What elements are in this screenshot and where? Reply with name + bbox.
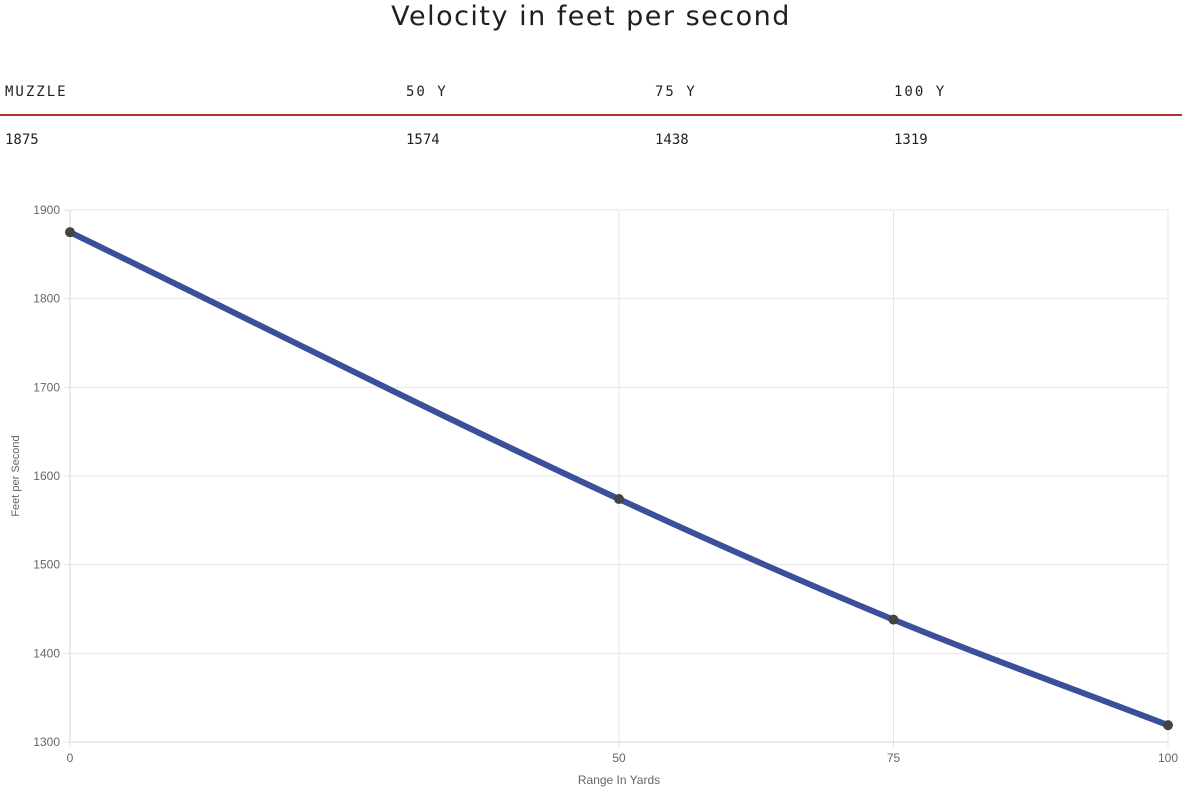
y-tick-label: 1300 — [33, 735, 60, 749]
x-tick-label: 75 — [887, 751, 901, 765]
x-tick-label: 50 — [612, 751, 626, 765]
table-value-100y: 1319 — [894, 132, 928, 148]
y-tick-label: 1700 — [33, 380, 60, 394]
table-value-50y: 1574 — [406, 132, 440, 148]
table-header-50y: 50 Y — [406, 84, 448, 100]
y-tick-label: 1400 — [33, 646, 60, 660]
data-point-100[interactable] — [1163, 720, 1173, 731]
table-header-divider — [0, 114, 1182, 116]
y-tick-label: 1800 — [33, 292, 60, 306]
table-header-muzzle: MUZZLE — [5, 84, 68, 100]
y-tick-label: 1500 — [33, 558, 60, 572]
y-tick-label: 1900 — [33, 203, 60, 217]
data-point-75[interactable] — [888, 614, 899, 625]
chart-title: Velocity in feet per second — [391, 1, 791, 32]
chart-axes: 1300 1400 1500 1600 1700 1800 1900 0 50 75 100 — [33, 203, 1178, 765]
velocity-series-line — [67, 229, 1171, 729]
table-value-75y: 1438 — [655, 132, 689, 148]
data-point-50[interactable] — [614, 494, 624, 505]
chart-series — [65, 227, 1173, 731]
x-tick-label: 100 — [1158, 751, 1178, 765]
y-axis-label: Feet per Second — [10, 435, 22, 516]
table-value-muzzle: 1875 — [5, 132, 39, 148]
table-header-75y: 75 Y — [655, 84, 697, 100]
table-header-100y: 100 Y — [894, 84, 947, 100]
data-point-0[interactable] — [65, 227, 75, 238]
y-tick-label: 1600 — [33, 469, 60, 483]
x-tick-label: 0 — [67, 751, 74, 765]
x-axis-label: Range In Yards — [578, 773, 660, 787]
